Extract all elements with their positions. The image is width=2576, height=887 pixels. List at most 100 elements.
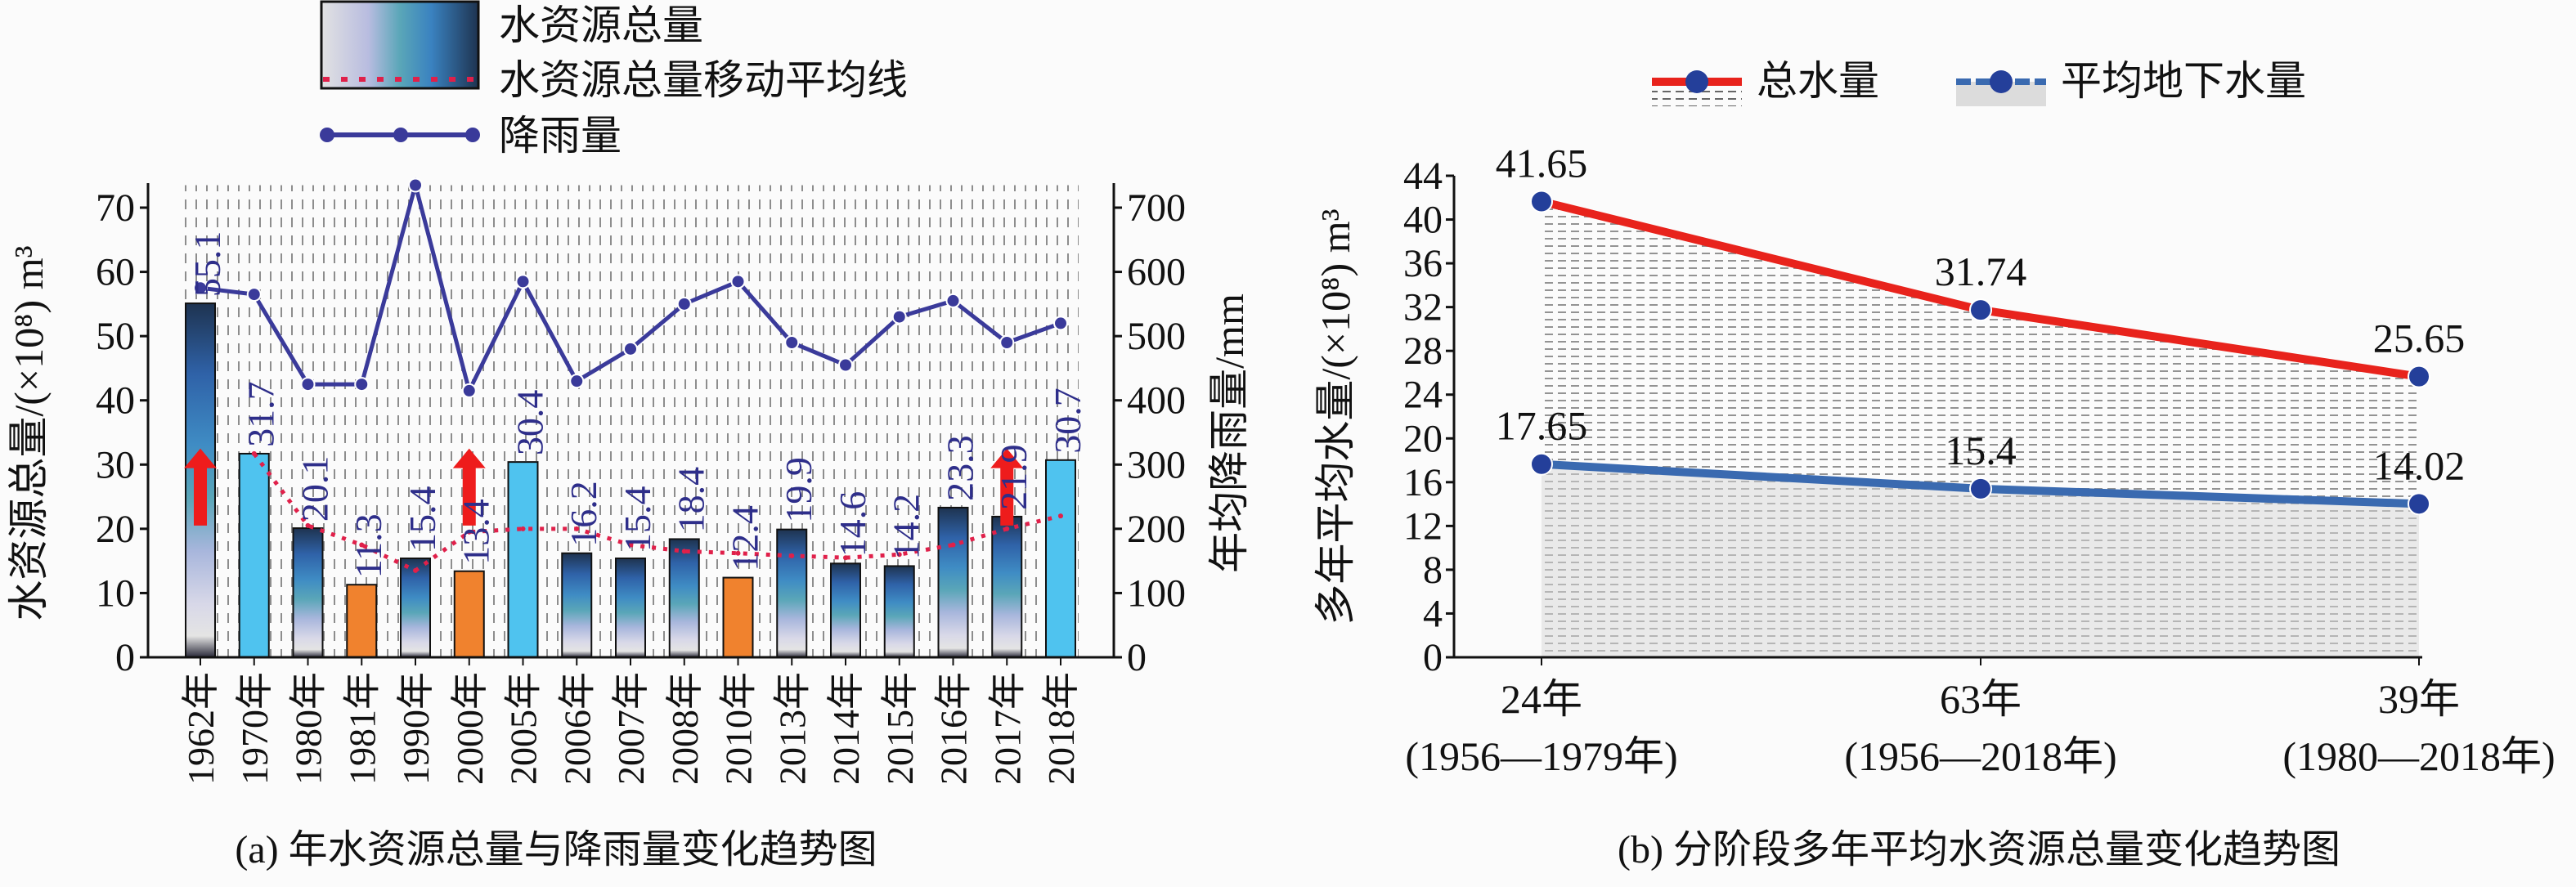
bar-value-label: 13.4 <box>456 499 497 565</box>
rainfall-point-16 <box>1053 316 1068 331</box>
y-tick-label: 36 <box>1403 242 1443 285</box>
y-tick-label-left: 40 <box>96 379 135 423</box>
data-point <box>1969 477 1992 500</box>
bar-value-label: 14.6 <box>832 491 873 558</box>
y-tick-label: 0 <box>1423 636 1443 679</box>
y-tick-label-right: 100 <box>1127 571 1186 615</box>
y-tick-label-left: 0 <box>115 636 135 679</box>
x-tick-label: 1962年 <box>180 672 222 785</box>
bar-value-label: 12.4 <box>725 505 766 571</box>
y-tick-label: 40 <box>1403 199 1443 242</box>
rainfall-point-3 <box>354 377 370 392</box>
y-tick-label-right: 700 <box>1127 186 1186 230</box>
bar-5 <box>453 570 485 659</box>
x-tick-label: 2008年 <box>664 672 706 785</box>
moving-average-point-12 <box>843 555 848 561</box>
x-tick-label: 63年 <box>1940 676 2022 722</box>
x-tick-label: 2018年 <box>1040 672 1082 785</box>
legend-label: 总水量 <box>1757 58 1879 104</box>
rainfall-point-13 <box>891 309 907 325</box>
legend-swatch-total <box>320 0 480 90</box>
legend-marker <box>465 128 480 142</box>
moving-average-point-16 <box>1058 513 1063 519</box>
bar-4 <box>400 558 431 658</box>
data-label: 25.65 <box>2373 316 2466 361</box>
rainfall-point-14 <box>945 293 961 308</box>
bar-value-label: 55.1 <box>186 231 228 298</box>
moving-average-point-3 <box>359 542 365 548</box>
x-tick-label: 39年 <box>2378 676 2460 722</box>
legend-marker <box>1990 70 2013 93</box>
x-tick-label: 2015年 <box>879 672 921 785</box>
x-tick-label-period: (1956—2018年) <box>1844 733 2116 779</box>
data-label: 31.74 <box>1935 249 2027 294</box>
y-tick-label-right: 200 <box>1127 508 1186 551</box>
rainfall-point-6 <box>515 274 531 289</box>
x-tick-label: 2016年 <box>933 672 975 785</box>
bar-1 <box>238 452 270 659</box>
moving-average-point-11 <box>789 553 795 558</box>
moving-average-point-7 <box>574 526 580 531</box>
bar-value-label: 11.3 <box>348 513 389 578</box>
trend-arrow-0 <box>184 448 217 526</box>
x-tick-label-period: (1956—1979年) <box>1405 733 1677 779</box>
y-axis-title-right: 年均降雨量/mm <box>1206 293 1252 573</box>
rainfall-point-8 <box>623 341 638 356</box>
bar-value-label: 19.9 <box>778 457 819 523</box>
y-tick-label-right: 400 <box>1127 379 1186 423</box>
rainfall-point-11 <box>784 335 800 350</box>
rainfall-point-5 <box>461 383 477 398</box>
y-axis-title: 多年平均水量/(×10⁸) m³ <box>1313 208 1358 625</box>
bar-value-label: 21.9 <box>993 444 1034 510</box>
y-tick-label-right: 0 <box>1127 636 1147 679</box>
x-tick-label: 24年 <box>1501 676 1582 722</box>
moving-average-point-14 <box>950 542 956 548</box>
y-tick-label: 24 <box>1403 374 1443 417</box>
bar-value-label: 30.4 <box>509 390 551 456</box>
bar-3 <box>346 584 378 659</box>
y-tick-label: 20 <box>1403 417 1443 460</box>
data-point <box>2408 365 2430 388</box>
moving-average-line <box>252 452 1061 573</box>
rainfall-point-15 <box>999 335 1015 350</box>
x-tick-label: 2005年 <box>503 672 545 785</box>
x-tick-label: 2000年 <box>449 672 491 785</box>
bar-value-label: 14.2 <box>886 494 927 560</box>
y-tick-label: 8 <box>1423 549 1443 592</box>
x-tick-label: 2010年 <box>718 672 760 785</box>
bar-value-label: 15.4 <box>402 486 443 553</box>
bar-15 <box>991 515 1023 659</box>
y-tick-label-left: 50 <box>96 315 135 358</box>
rainfall-point-0 <box>193 280 208 296</box>
bar-value-label: 23.3 <box>940 435 981 501</box>
y-tick-label-left: 30 <box>96 443 135 486</box>
chart-b-caption: (b) 分阶段多年平均水资源总量变化趋势图 <box>1618 828 2340 871</box>
data-point <box>1530 190 1553 213</box>
y-tick-label-right: 300 <box>1127 443 1186 486</box>
moving-average-point-6 <box>520 526 526 531</box>
y-tick-label: 16 <box>1403 461 1443 504</box>
bar-value-label: 16.2 <box>563 481 604 547</box>
bar-13 <box>883 565 915 659</box>
y-tick-label: 44 <box>1403 155 1443 198</box>
y-tick-label-left: 10 <box>96 571 135 615</box>
bar-value-label: 15.4 <box>617 486 658 553</box>
rainfall-point-10 <box>730 274 746 289</box>
x-tick-label: 2007年 <box>610 672 652 785</box>
groundwater-area <box>1542 464 2419 657</box>
y-tick-label: 12 <box>1403 504 1443 548</box>
x-tick-label: 1970年 <box>234 672 276 785</box>
chart-a: 55.1 31.7 20.1 11.3 15.4 13.4 30.4 16.2 15.4 18.4… <box>6 0 1252 871</box>
moving-average-point-13 <box>896 552 902 558</box>
bar-value-label: 20.1 <box>294 456 336 522</box>
x-tick-label: 2017年 <box>986 672 1028 785</box>
y-tick-label: 32 <box>1403 286 1443 329</box>
x-tick-label: 2014年 <box>825 672 867 785</box>
rainfall-point-4 <box>408 177 423 193</box>
x-tick-label: 1980年 <box>288 672 330 785</box>
rainfall-point-12 <box>838 357 853 373</box>
y-tick-label-left: 20 <box>96 508 135 551</box>
